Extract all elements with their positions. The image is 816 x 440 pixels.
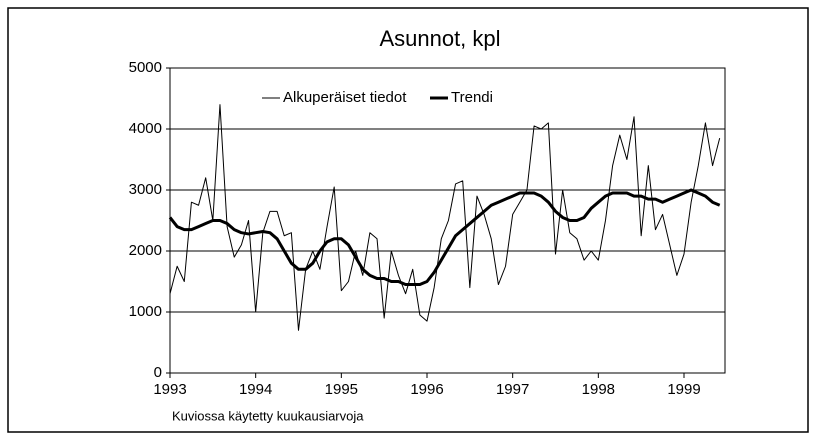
y-tick-label: 3000: [129, 181, 162, 198]
x-tick-label: 1996: [410, 381, 443, 398]
y-tick-label: 2000: [129, 242, 162, 259]
legend-bg: [426, 88, 506, 108]
y-tick-label: 5000: [129, 59, 162, 76]
y-tick-label: 4000: [129, 120, 162, 137]
line-series: [169, 104, 721, 331]
legend-label: Alkuperäiset tiedot: [283, 89, 407, 106]
x-tick-label: 1997: [496, 381, 529, 398]
x-tick-label: 1995: [325, 381, 358, 398]
x-tick-label: 1998: [582, 381, 615, 398]
x-tick-label: 1999: [667, 381, 700, 398]
line-series: [168, 188, 721, 287]
legend-label: Trendi: [451, 89, 493, 106]
note: Kuviossa käytetty kuukausiarvoja: [172, 408, 364, 423]
frame: [7, 7, 809, 433]
plot-area: [169, 67, 726, 374]
x-tick-label: 1993: [153, 381, 186, 398]
legend-bg: [258, 88, 424, 108]
y-tick-label: 0: [154, 364, 162, 381]
x-tick-label: 1994: [239, 381, 272, 398]
chart-title: Asunnot, kpl: [379, 26, 500, 51]
y-tick-label: 1000: [129, 303, 162, 320]
